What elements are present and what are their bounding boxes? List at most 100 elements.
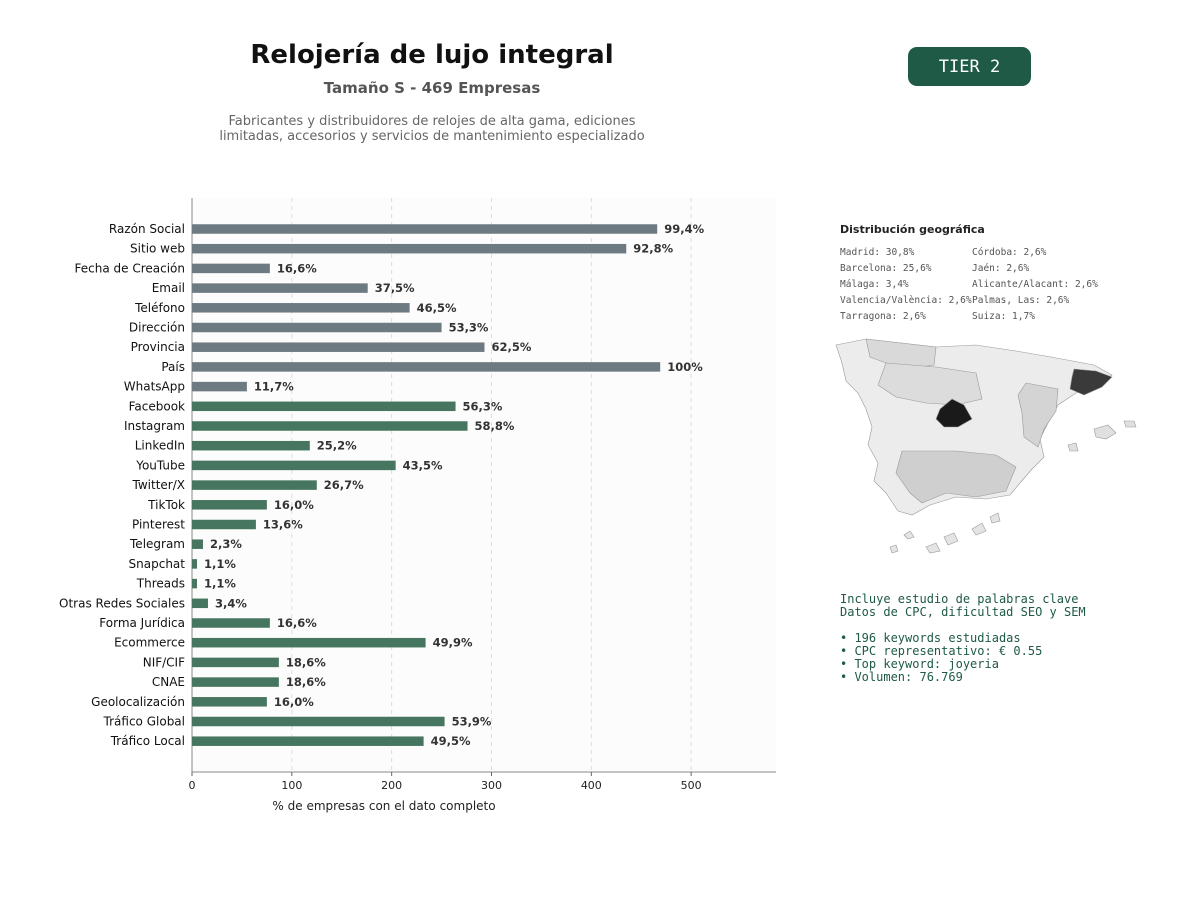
bar <box>192 519 256 530</box>
data-label: 58,8% <box>475 419 515 433</box>
category-label: Pinterest <box>132 518 185 532</box>
category-label: Tráfico Local <box>110 734 185 748</box>
map-region-madrid <box>935 398 973 428</box>
map-canary-5 <box>903 530 915 540</box>
x-axis-title: % de empresas con el dato completo <box>272 799 495 813</box>
bar <box>192 657 279 668</box>
spain-map <box>835 338 1137 554</box>
data-label: 49,5% <box>431 734 471 748</box>
data-label: 53,9% <box>452 715 492 729</box>
data-label: 100% <box>667 360 703 374</box>
map-balearic-mallorca <box>1093 424 1117 440</box>
category-label: Dirección <box>129 321 185 335</box>
geo-title: Distribución geográfica <box>840 223 985 236</box>
bar <box>192 421 468 431</box>
data-label: 37,5% <box>375 281 415 295</box>
data-label: 18,6% <box>286 675 326 689</box>
category-label: Email <box>152 281 185 295</box>
geo-item: Barcelona: 25,6% <box>840 263 932 274</box>
map-canary-2 <box>943 532 959 546</box>
x-tick-label: 100 <box>281 779 302 792</box>
data-label: 53,3% <box>449 321 489 335</box>
category-label: NIF/CIF <box>143 655 185 669</box>
bar <box>192 559 197 569</box>
map-canary-6 <box>889 544 899 554</box>
category-label: Facebook <box>129 399 185 413</box>
bar <box>192 637 426 648</box>
keywords-bullet: • CPC representativo: € 0.55 <box>840 644 1043 658</box>
bar <box>192 677 279 687</box>
map-region-east <box>1017 382 1059 448</box>
bar <box>192 618 270 628</box>
data-label: 13,6% <box>263 518 303 532</box>
map-canary-1 <box>925 542 941 554</box>
x-tick-label: 200 <box>381 779 402 792</box>
page-subtitle: Tamaño S - 469 Empresas <box>323 79 541 97</box>
bar <box>192 322 442 333</box>
keywords-bullet: • Top keyword: joyeria <box>840 657 999 671</box>
category-label: Telegram <box>129 537 185 551</box>
bar <box>192 736 424 746</box>
data-label: 56,3% <box>463 399 503 413</box>
bar <box>192 500 267 510</box>
data-label: 26,7% <box>324 478 364 492</box>
x-tick-label: 300 <box>481 779 502 792</box>
bar <box>192 401 456 412</box>
page-title: Relojería de lujo integral <box>250 40 614 70</box>
category-label: Threads <box>136 577 185 591</box>
bar <box>192 480 317 490</box>
category-label: CNAE <box>152 675 185 689</box>
bar-chart: Razón Social 99,4% Sitio web 92,8% Fecha de … <box>59 198 776 813</box>
bar <box>192 460 396 471</box>
bar <box>192 303 410 313</box>
data-label: 16,6% <box>277 261 317 275</box>
data-label: 25,2% <box>317 439 357 453</box>
data-label: 1,1% <box>204 557 236 571</box>
map-canary-3 <box>971 522 987 536</box>
geo-item: Jaén: 2,6% <box>972 263 1030 274</box>
category-label: Instagram <box>124 419 185 433</box>
data-label: 46,5% <box>417 301 457 315</box>
category-label: YouTube <box>135 458 185 472</box>
map-region-south <box>895 450 1017 504</box>
category-label: Snapchat <box>129 557 186 571</box>
bar <box>192 716 445 727</box>
category-label: Provincia <box>131 340 185 354</box>
page-description: Fabricantes y distribuidores de relojes … <box>182 114 682 144</box>
data-label: 1,1% <box>204 577 236 591</box>
map-canary-4 <box>989 512 1001 524</box>
map-balearic-menorca <box>1123 420 1137 428</box>
category-label: Razón Social <box>109 222 185 236</box>
data-label: 62,5% <box>491 340 531 354</box>
map-balearic-ibiza <box>1067 442 1079 452</box>
x-tick-label: 400 <box>581 779 602 792</box>
data-label: 16,0% <box>274 695 314 709</box>
category-label: TikTok <box>147 498 185 512</box>
keywords-intro-line-1: Incluye estudio de palabras clave <box>840 592 1079 606</box>
geo-item: Suiza: 1,7% <box>972 311 1035 322</box>
keywords-bullet: • 196 keywords estudiadas <box>840 631 1021 645</box>
x-tick-label: 500 <box>681 779 702 792</box>
category-label: Geolocalización <box>91 695 185 709</box>
bar <box>192 263 270 274</box>
geo-item: Tarragona: 2,6% <box>840 311 926 322</box>
geo-item: Alicante/Alacant: 2,6% <box>972 279 1098 290</box>
data-label: 11,7% <box>254 380 294 394</box>
category-label: Ecommerce <box>114 636 185 650</box>
category-label: Sitio web <box>130 242 185 256</box>
bar <box>192 283 368 293</box>
description-line-1: Fabricantes y distribuidores de relojes … <box>228 114 636 129</box>
description-line-2: limitadas, accesorios y servicios de man… <box>219 129 645 144</box>
bar <box>192 440 310 451</box>
geo-item: Valencia/València: 2,6% <box>840 295 972 306</box>
bar <box>192 362 661 372</box>
category-label: País <box>161 360 185 374</box>
data-label: 2,3% <box>210 537 242 551</box>
map-region-catalonia <box>1069 368 1113 396</box>
tier-badge: TIER 2 <box>908 47 1031 86</box>
geo-item: Madrid: 30,8% <box>840 247 915 258</box>
data-label: 92,8% <box>633 242 673 256</box>
category-label: Otras Redes Sociales <box>59 596 185 610</box>
bar <box>192 598 208 609</box>
bar <box>192 697 267 707</box>
